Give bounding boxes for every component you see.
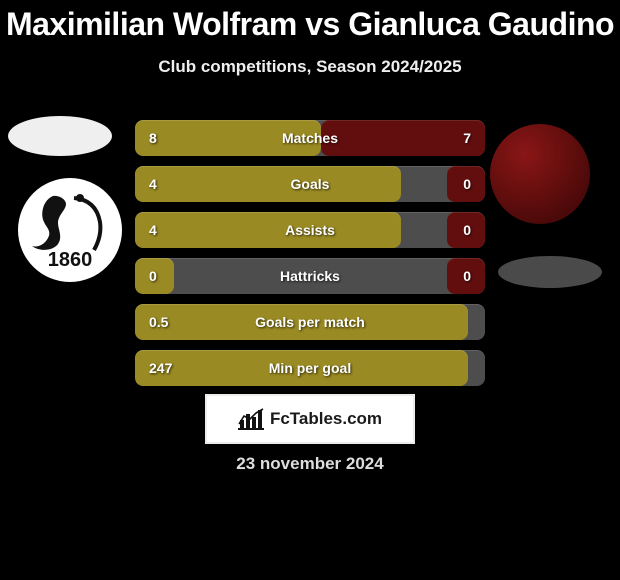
player-left-avatar — [8, 116, 112, 156]
stat-value-left: 4 — [135, 176, 205, 192]
stat-value-right: 0 — [415, 222, 485, 238]
stat-label: Hattricks — [205, 268, 415, 284]
attribution-badge: FcTables.com — [205, 394, 415, 444]
club-left-badge: 1860 — [18, 178, 122, 282]
snapshot-date: 23 november 2024 — [0, 454, 620, 474]
stat-value-left: 0.5 — [135, 314, 205, 330]
stat-row: 247Min per goal — [135, 350, 485, 386]
player-right-avatar — [490, 124, 590, 224]
chart-icon — [238, 408, 264, 430]
player-right-name: Gianluca Gaudino — [348, 6, 614, 42]
stat-value-left: 8 — [135, 130, 205, 146]
club-left-year: 1860 — [48, 249, 93, 271]
stats-container: 8Matches74Goals04Assists00Hattricks00.5G… — [135, 120, 485, 396]
page-title: Maximilian Wolfram vs Gianluca Gaudino — [0, 0, 620, 43]
stat-value-right: 0 — [415, 176, 485, 192]
stat-row: 8Matches7 — [135, 120, 485, 156]
stat-value-right: 0 — [415, 268, 485, 284]
stat-label: Goals per match — [205, 314, 415, 330]
stat-label: Min per goal — [205, 360, 415, 376]
stat-value-left: 247 — [135, 360, 205, 376]
stat-label: Assists — [205, 222, 415, 238]
stat-row: 0Hattricks0 — [135, 258, 485, 294]
vs-separator: vs — [305, 6, 340, 42]
stat-row: 4Goals0 — [135, 166, 485, 202]
player-left-name: Maximilian Wolfram — [6, 6, 297, 42]
stat-value-left: 0 — [135, 268, 205, 284]
stat-value-right: 7 — [415, 130, 485, 146]
club-right-badge — [498, 256, 602, 288]
attribution-text: FcTables.com — [270, 409, 382, 429]
subtitle: Club competitions, Season 2024/2025 — [0, 57, 620, 77]
stat-label: Matches — [205, 130, 415, 146]
stat-row: 0.5Goals per match — [135, 304, 485, 340]
stat-row: 4Assists0 — [135, 212, 485, 248]
stat-label: Goals — [205, 176, 415, 192]
stat-value-left: 4 — [135, 222, 205, 238]
